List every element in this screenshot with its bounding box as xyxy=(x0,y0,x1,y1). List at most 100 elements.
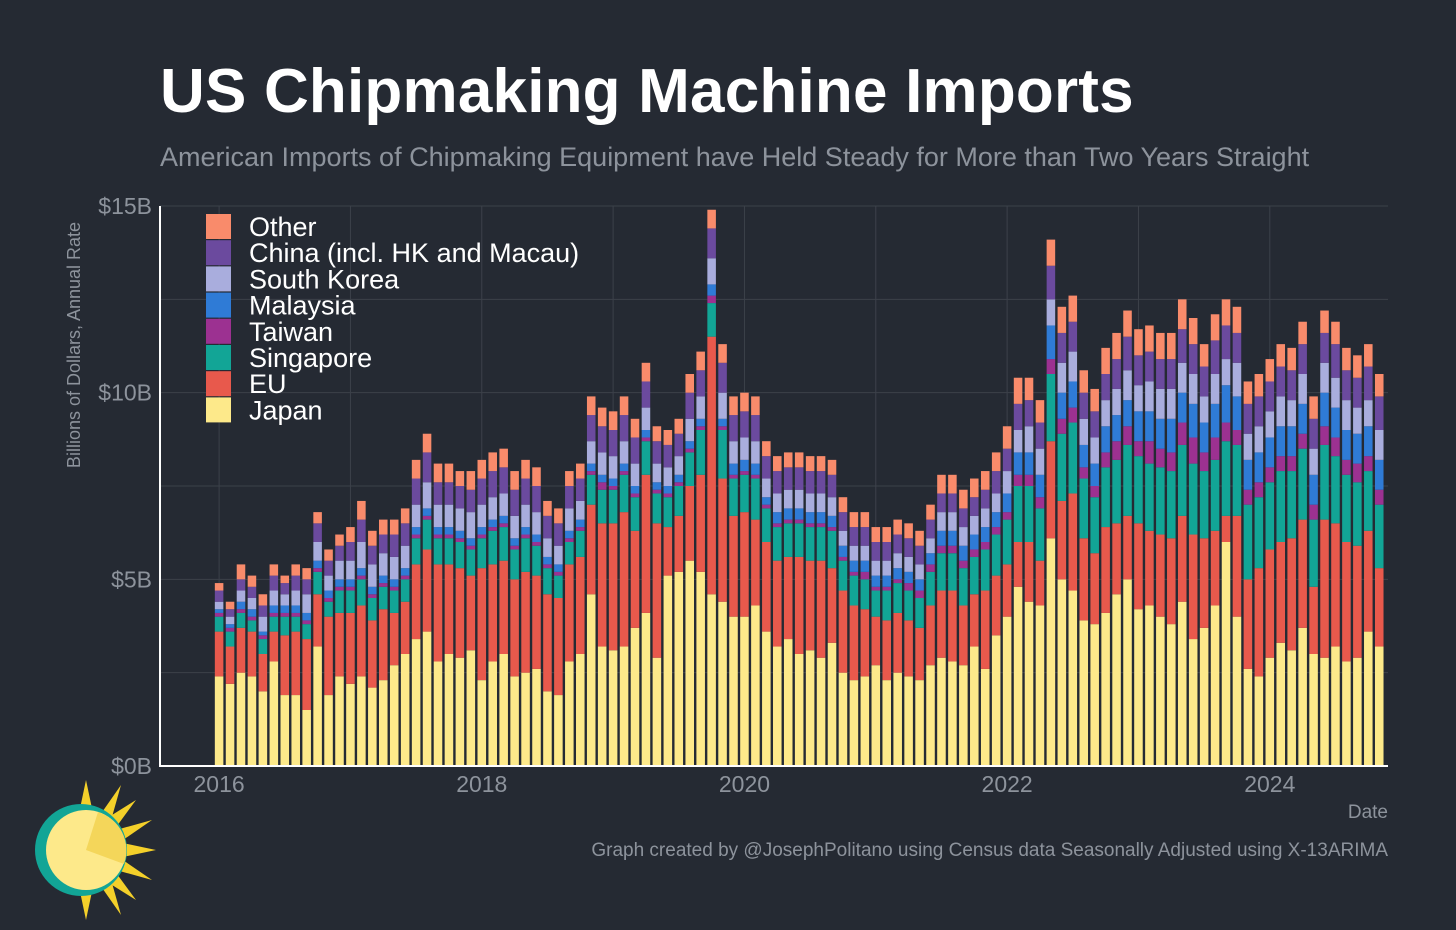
bar-segment-south-korea xyxy=(521,504,530,528)
bar-segment-other xyxy=(773,456,782,472)
bar-segment-singapore xyxy=(718,430,727,479)
bar-segment-other xyxy=(948,474,957,494)
bar-segment-malaysia xyxy=(1177,392,1187,423)
bar-segment-other xyxy=(1232,306,1242,333)
bar-segment-taiwan xyxy=(1090,486,1099,498)
bar-segment-china-incl-hk-and-macau xyxy=(1265,381,1275,412)
bar-segment-china-incl-hk-and-macau xyxy=(652,441,662,464)
bar-segment-malaysia xyxy=(849,560,859,572)
bar-segment-malaysia xyxy=(1057,392,1067,419)
bar-segment-taiwan xyxy=(389,586,399,591)
bar-segment-taiwan xyxy=(597,482,607,490)
bar-segment-other xyxy=(980,471,990,490)
bar-segment-singapore xyxy=(1013,486,1023,542)
bar-segment-other xyxy=(258,594,268,606)
bar-segment-china-incl-hk-and-macau xyxy=(346,542,355,561)
bar-segment-taiwan xyxy=(1254,482,1264,498)
bar-segment-eu xyxy=(1243,579,1253,669)
bar-segment-malaysia xyxy=(630,486,640,494)
bar-segment-eu xyxy=(915,627,924,681)
bar-segment-south-korea xyxy=(1287,400,1296,427)
bar-segment-eu xyxy=(937,590,946,658)
bar-segment-eu xyxy=(586,504,596,595)
bar-segment-eu xyxy=(488,564,497,662)
bar-segment-taiwan xyxy=(225,627,235,632)
bar-segment-malaysia xyxy=(400,568,410,576)
bar-segment-taiwan xyxy=(346,586,355,591)
bar-segment-other xyxy=(762,441,771,457)
bar-segment-south-korea xyxy=(1298,374,1307,404)
bar-segment-china-incl-hk-and-macau xyxy=(1342,370,1351,401)
bar-segment-malaysia xyxy=(937,530,946,546)
bar-segment-eu xyxy=(1156,534,1165,617)
bar-segment-other xyxy=(1177,299,1187,330)
bar-segment-taiwan xyxy=(904,583,913,591)
bar-segment-other xyxy=(1374,374,1384,397)
bar-segment-eu xyxy=(882,620,891,681)
bar-segment-other xyxy=(838,497,848,513)
bar-segment-singapore xyxy=(696,430,705,475)
bar-segment-japan xyxy=(554,695,563,766)
bar-segment-south-korea xyxy=(335,560,344,580)
bar-segment-japan xyxy=(1057,579,1067,766)
bar-segment-other xyxy=(1364,344,1373,367)
bar-segment-eu xyxy=(663,527,673,576)
bar-segment-taiwan xyxy=(1210,437,1220,460)
bar-segment-japan xyxy=(247,676,257,766)
bar-segment-taiwan xyxy=(400,575,410,580)
bar-segment-malaysia xyxy=(411,527,421,535)
bar-segment-eu xyxy=(1046,441,1056,539)
bar-segment-malaysia xyxy=(236,601,246,610)
bar-segment-south-korea xyxy=(1145,381,1154,412)
bar-segment-japan xyxy=(838,672,848,766)
bar-segment-eu xyxy=(641,474,651,613)
bar-segment-china-incl-hk-and-macau xyxy=(860,527,870,546)
bar-segment-other xyxy=(1287,347,1296,371)
bar-segment-south-korea xyxy=(324,575,333,591)
bar-segment-japan xyxy=(1112,594,1121,766)
bar-segment-malaysia xyxy=(685,441,694,449)
bar-segment-other xyxy=(1024,377,1034,401)
bar-segment-eu xyxy=(543,594,552,692)
bar-segment-south-korea xyxy=(499,493,508,516)
bar-segment-eu xyxy=(291,631,300,696)
bar-segment-taiwan xyxy=(1068,407,1078,423)
bar-segment-eu xyxy=(980,590,990,669)
bar-segment-china-incl-hk-and-macau xyxy=(269,575,279,591)
bar-segment-other xyxy=(783,452,793,468)
bar-segment-japan xyxy=(630,627,640,766)
bar-segment-china-incl-hk-and-macau xyxy=(937,493,946,513)
bar-segment-taiwan xyxy=(1035,497,1045,509)
bar-segment-taiwan xyxy=(1002,512,1012,520)
bar-segment-south-korea xyxy=(269,590,279,606)
bar-segment-china-incl-hk-and-macau xyxy=(816,471,826,494)
bar-segment-japan xyxy=(400,654,410,766)
bar-segment-south-korea xyxy=(247,598,257,610)
bar-segment-south-korea xyxy=(959,527,968,546)
bar-segment-eu xyxy=(696,474,705,572)
bar-segment-taiwan xyxy=(630,493,640,498)
bar-segment-eu xyxy=(1265,549,1275,658)
bar-segment-singapore xyxy=(411,538,421,565)
bar-segment-japan xyxy=(1287,650,1296,766)
bar-segment-eu xyxy=(860,609,870,677)
bar-segment-eu xyxy=(477,568,487,681)
bar-segment-china-incl-hk-and-macau xyxy=(980,489,990,509)
bar-segment-eu xyxy=(335,612,344,677)
bar-segment-taiwan xyxy=(1298,433,1307,449)
bar-segment-singapore xyxy=(1167,471,1176,539)
bar-segment-malaysia xyxy=(751,463,760,475)
bar-segment-china-incl-hk-and-macau xyxy=(685,392,694,419)
bar-segment-malaysia xyxy=(433,527,443,535)
bar-segment-eu xyxy=(455,568,465,658)
bar-segment-other xyxy=(926,504,935,520)
bar-segment-singapore xyxy=(1298,448,1307,520)
bar-segment-eu xyxy=(773,560,782,647)
bar-segment-singapore xyxy=(1221,441,1231,516)
bar-segment-eu xyxy=(368,620,377,688)
bar-segment-taiwan xyxy=(948,545,957,554)
bar-segment-singapore xyxy=(1374,504,1384,569)
bar-segment-singapore xyxy=(1309,519,1318,587)
bar-segment-japan xyxy=(663,575,673,766)
